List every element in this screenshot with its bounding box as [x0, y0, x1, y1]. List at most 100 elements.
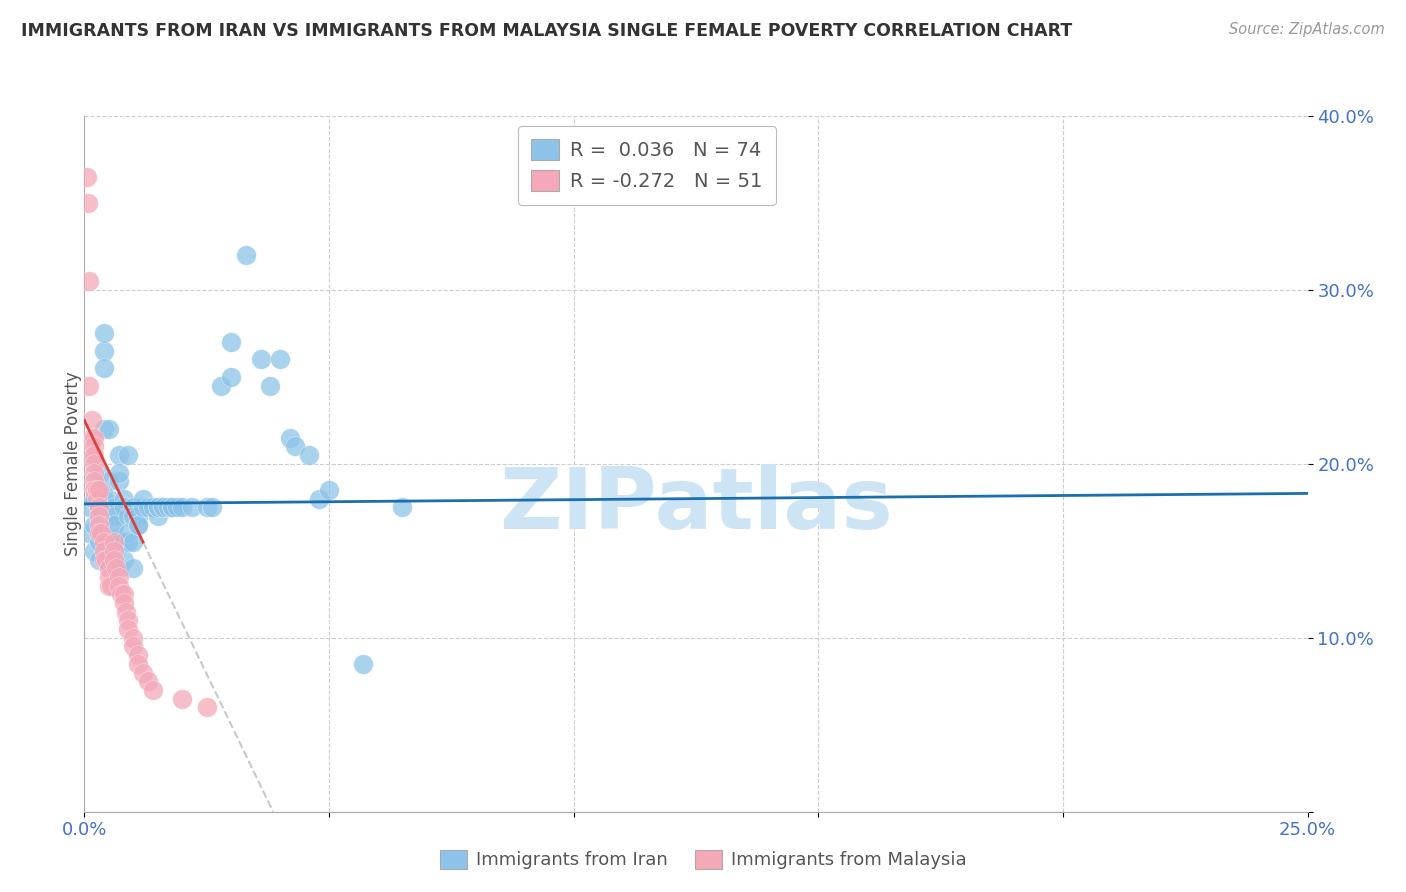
Point — [76, 169, 98, 184]
Point — [87, 526, 110, 541]
Point — [117, 508, 139, 523]
Point — [77, 274, 100, 288]
Point — [80, 431, 103, 445]
Point — [117, 448, 139, 462]
Point — [83, 517, 105, 532]
Point — [166, 500, 188, 515]
Point — [93, 422, 115, 436]
Point — [83, 440, 105, 454]
Point — [83, 543, 105, 558]
Point — [100, 578, 122, 592]
Point — [195, 700, 218, 714]
Point — [112, 500, 135, 515]
Point — [107, 448, 129, 462]
Point — [83, 483, 105, 497]
Point — [93, 326, 115, 341]
Point — [112, 535, 135, 549]
Point — [80, 413, 103, 427]
Point — [87, 508, 110, 523]
Point — [97, 570, 120, 584]
Point — [97, 578, 120, 592]
Point — [172, 500, 194, 515]
Point — [107, 578, 129, 592]
Point — [181, 500, 204, 515]
Point — [152, 500, 174, 515]
Point — [77, 526, 100, 541]
Point — [146, 500, 169, 515]
Point — [107, 570, 129, 584]
Point — [87, 500, 110, 515]
Point — [127, 508, 149, 523]
Point — [117, 535, 139, 549]
Point — [97, 561, 120, 575]
Point — [122, 508, 145, 523]
Point — [136, 674, 159, 689]
Point — [93, 361, 115, 376]
Point — [152, 500, 174, 515]
Point — [105, 561, 128, 575]
Point — [87, 500, 110, 515]
Point — [162, 500, 184, 515]
Point — [112, 535, 135, 549]
Point — [103, 552, 125, 566]
Point — [103, 517, 125, 532]
Point — [219, 369, 242, 384]
Point — [112, 552, 135, 566]
Point — [209, 378, 232, 392]
Point — [122, 631, 145, 645]
Point — [127, 517, 149, 532]
Point — [127, 517, 149, 532]
Point — [318, 483, 340, 497]
Point — [156, 500, 179, 515]
Point — [93, 543, 115, 558]
Point — [112, 587, 135, 601]
Point — [87, 483, 110, 497]
Legend: Immigrants from Iran, Immigrants from Malaysia: Immigrants from Iran, Immigrants from Ma… — [430, 841, 976, 879]
Point — [83, 457, 105, 471]
Point — [278, 431, 301, 445]
Point — [308, 491, 330, 506]
Point — [87, 535, 110, 549]
Point — [112, 491, 135, 506]
Point — [235, 248, 257, 262]
Point — [83, 466, 105, 480]
Point — [172, 691, 194, 706]
Point — [284, 440, 307, 454]
Point — [117, 622, 139, 636]
Point — [146, 508, 169, 523]
Point — [142, 683, 165, 698]
Point — [122, 535, 145, 549]
Point — [97, 561, 120, 575]
Point — [93, 535, 115, 549]
Legend: R =  0.036   N = 74, R = -0.272   N = 51: R = 0.036 N = 74, R = -0.272 N = 51 — [517, 126, 776, 205]
Point — [90, 526, 112, 541]
Point — [77, 378, 100, 392]
Point — [97, 474, 120, 488]
Point — [391, 500, 413, 515]
Text: IMMIGRANTS FROM IRAN VS IMMIGRANTS FROM MALAYSIA SINGLE FEMALE POVERTY CORRELATI: IMMIGRANTS FROM IRAN VS IMMIGRANTS FROM … — [21, 22, 1073, 40]
Point — [103, 517, 125, 532]
Point — [103, 543, 125, 558]
Point — [87, 552, 110, 566]
Point — [127, 648, 149, 662]
Point — [103, 535, 125, 549]
Point — [80, 448, 103, 462]
Point — [200, 500, 222, 515]
Text: ZIPatlas: ZIPatlas — [499, 464, 893, 547]
Point — [136, 500, 159, 515]
Point — [93, 552, 115, 566]
Point — [86, 491, 108, 506]
Point — [132, 491, 155, 506]
Point — [93, 343, 115, 358]
Point — [83, 491, 105, 506]
Point — [83, 431, 105, 445]
Point — [117, 614, 139, 628]
Point — [259, 378, 281, 392]
Point — [122, 500, 145, 515]
Point — [115, 605, 138, 619]
Point — [298, 448, 321, 462]
Point — [122, 561, 145, 575]
Point — [107, 466, 129, 480]
Point — [352, 657, 374, 671]
Point — [142, 500, 165, 515]
